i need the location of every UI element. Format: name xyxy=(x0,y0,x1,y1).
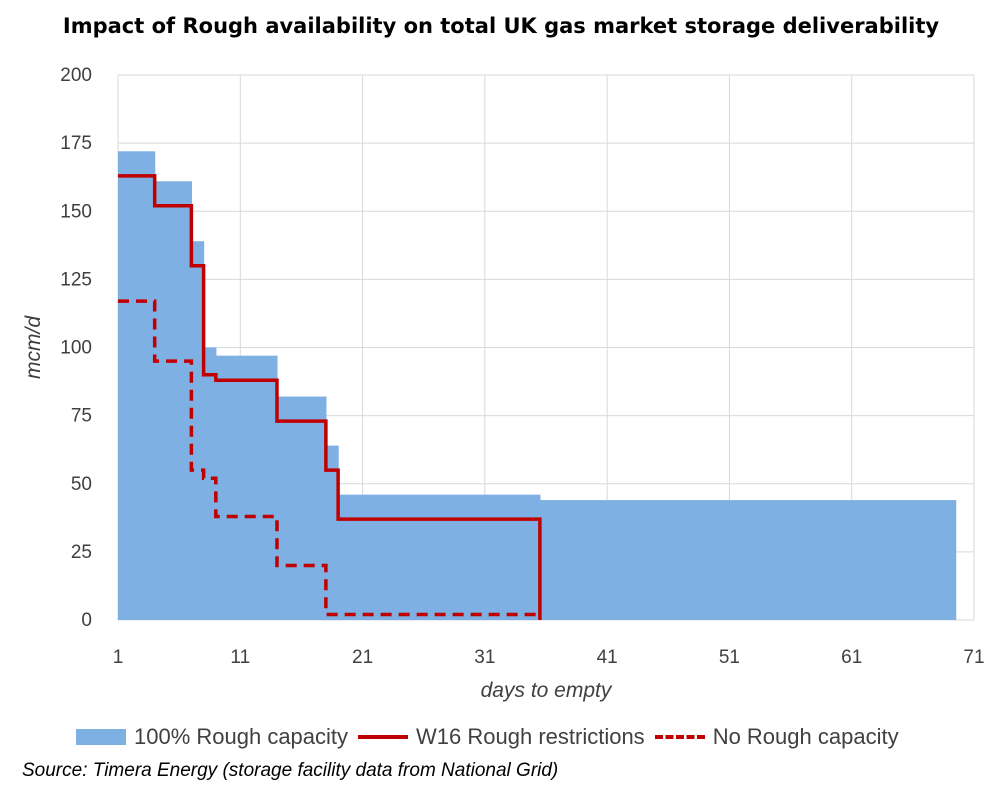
y-tick-label: 125 xyxy=(60,269,92,290)
x-tick-label: 71 xyxy=(963,647,984,668)
legend-label-w16-restrictions: W16 Rough restrictions xyxy=(416,724,645,749)
legend-swatch-dashed-line xyxy=(654,735,705,739)
area-step xyxy=(325,445,339,620)
y-tick-label: 25 xyxy=(71,542,92,563)
legend-swatch-solid-line xyxy=(358,735,409,739)
chart-legend: 100% Rough capacity W16 Rough restrictio… xyxy=(76,722,909,752)
y-tick-label: 150 xyxy=(60,201,92,222)
x-tick-label: 41 xyxy=(597,647,618,668)
x-tick-label: 1 xyxy=(113,647,124,668)
chart-title: Impact of Rough availability on total UK… xyxy=(62,14,940,38)
x-tick-label: 21 xyxy=(352,647,373,668)
area-step xyxy=(539,500,957,620)
y-tick-label: 0 xyxy=(81,610,92,631)
legend-item-no-rough: No Rough capacity xyxy=(654,724,899,750)
area-step xyxy=(191,241,205,620)
x-tick-label: 61 xyxy=(841,647,862,668)
y-tick-label: 50 xyxy=(71,474,92,495)
area-step xyxy=(154,181,192,620)
y-axis-title: mcm/d xyxy=(22,315,45,379)
area-step xyxy=(276,396,327,620)
legend-item-w16-restrictions: W16 Rough restrictions xyxy=(358,724,645,750)
x-tick-label: 31 xyxy=(474,647,495,668)
legend-item-full-capacity: 100% Rough capacity xyxy=(76,724,348,750)
area-step xyxy=(338,494,541,620)
area-step xyxy=(228,355,278,620)
legend-label-full-capacity: 100% Rough capacity xyxy=(134,724,349,749)
area-step xyxy=(203,347,217,620)
y-tick-label: 75 xyxy=(71,406,92,427)
y-tick-label: 200 xyxy=(60,65,92,86)
x-axis-title: days to empty xyxy=(481,679,613,702)
area-step xyxy=(118,151,156,621)
legend-label-no-rough: No Rough capacity xyxy=(712,724,899,749)
x-tick-label: 51 xyxy=(719,647,740,668)
y-tick-label: 175 xyxy=(60,133,92,154)
source-note: Source: Timera Energy (storage facility … xyxy=(22,760,559,781)
x-tick-label: 11 xyxy=(230,647,250,668)
area-step xyxy=(215,355,229,620)
y-tick-label: 100 xyxy=(60,338,92,359)
w16-restrictions-line xyxy=(118,174,542,620)
legend-swatch-area xyxy=(76,729,126,745)
